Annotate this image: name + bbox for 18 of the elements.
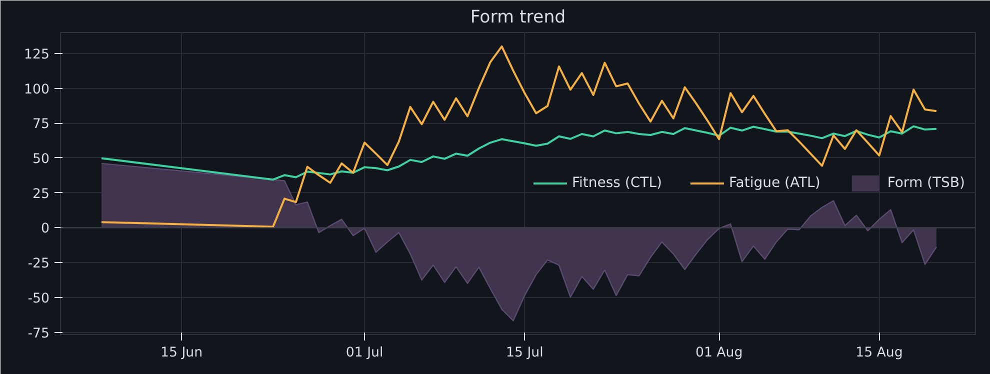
x-tick-label: 01 Aug: [696, 346, 743, 360]
y-tick-label: 125: [24, 47, 50, 62]
x-tick-label: 15 Jun: [160, 346, 203, 360]
x-tick-label: 15 Aug: [856, 346, 903, 360]
x-tick-label: 01 Jul: [346, 346, 384, 360]
y-tick-label: -50: [28, 291, 50, 306]
y-tick-label: 75: [32, 117, 50, 132]
y-tick-label: 100: [24, 82, 50, 98]
y-tick-label: -25: [28, 256, 50, 272]
chart-title: Form trend: [470, 8, 566, 28]
legend-label: Fitness (CTL): [572, 175, 662, 191]
y-tick-label: 25: [32, 186, 50, 202]
y-tick-label: 0: [41, 222, 50, 237]
legend-label: Form (TSB): [887, 175, 965, 191]
y-tick-label: 50: [32, 152, 50, 167]
y-tick-label: -75: [28, 326, 50, 342]
x-tick-label: 15 Jul: [506, 346, 544, 360]
legend-label: Fatigue (ATL): [728, 175, 820, 191]
